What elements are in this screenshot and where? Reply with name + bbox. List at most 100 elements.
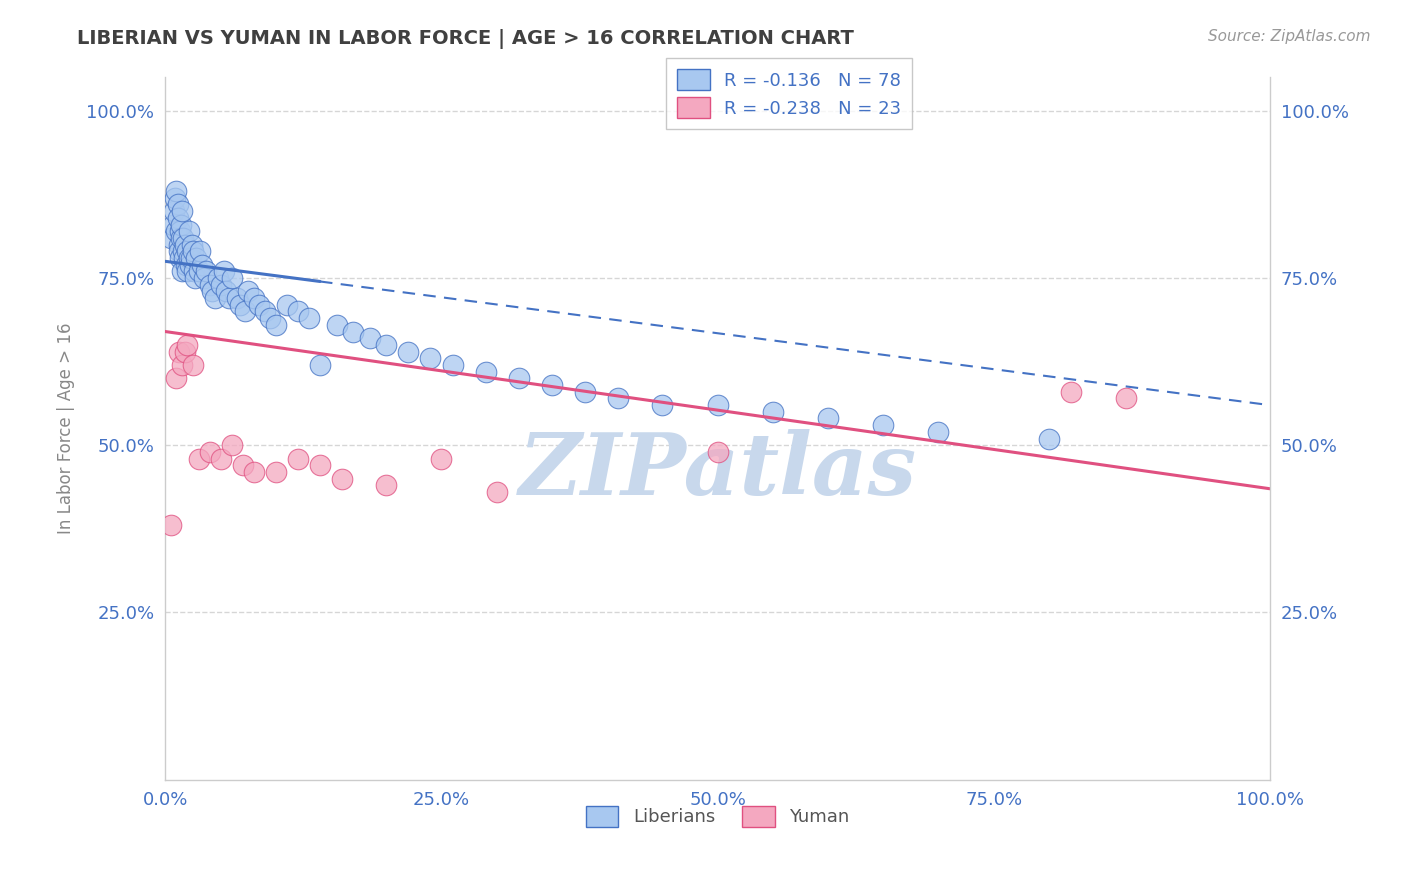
Point — [212, 264, 235, 278]
Point — [226, 291, 249, 305]
Point — [430, 451, 453, 466]
Point — [207, 271, 229, 285]
Point — [441, 358, 464, 372]
Point — [167, 237, 190, 252]
Point — [173, 251, 195, 265]
Point — [474, 365, 496, 379]
Point — [177, 251, 200, 265]
Point — [375, 478, 398, 492]
Point — [170, 218, 193, 232]
Point — [253, 304, 276, 318]
Point — [298, 311, 321, 326]
Point — [187, 451, 209, 466]
Point — [927, 425, 949, 439]
Point — [198, 445, 221, 459]
Point — [325, 318, 347, 332]
Point — [179, 258, 201, 272]
Point — [188, 244, 211, 259]
Point — [177, 224, 200, 238]
Point — [485, 485, 508, 500]
Point — [181, 244, 204, 259]
Point — [359, 331, 381, 345]
Point — [287, 451, 309, 466]
Point — [232, 458, 254, 473]
Point — [817, 411, 839, 425]
Point — [276, 298, 298, 312]
Point — [165, 184, 187, 198]
Point — [221, 271, 243, 285]
Point — [166, 211, 188, 225]
Point — [508, 371, 530, 385]
Point — [242, 291, 264, 305]
Point — [1038, 432, 1060, 446]
Point — [198, 277, 221, 292]
Point — [259, 311, 281, 326]
Point — [309, 358, 332, 372]
Point — [762, 405, 785, 419]
Point — [201, 285, 224, 299]
Point — [574, 384, 596, 399]
Point — [176, 258, 198, 272]
Point — [706, 398, 728, 412]
Point — [187, 264, 209, 278]
Point — [166, 197, 188, 211]
Point — [1115, 392, 1137, 406]
Point — [165, 224, 187, 238]
Point — [651, 398, 673, 412]
Point — [264, 465, 287, 479]
Point — [342, 325, 364, 339]
Point — [170, 358, 193, 372]
Point — [330, 472, 353, 486]
Point — [607, 392, 630, 406]
Text: LIBERIAN VS YUMAN IN LABOR FORCE | AGE > 16 CORRELATION CHART: LIBERIAN VS YUMAN IN LABOR FORCE | AGE >… — [77, 29, 855, 48]
Point — [209, 451, 232, 466]
Point — [247, 298, 270, 312]
Point — [191, 258, 214, 272]
Y-axis label: In Labor Force | Age > 16: In Labor Force | Age > 16 — [58, 323, 75, 534]
Point — [170, 264, 193, 278]
Point — [541, 378, 564, 392]
Point — [706, 445, 728, 459]
Point — [242, 465, 264, 479]
Point — [264, 318, 287, 332]
Point — [162, 218, 184, 232]
Point — [419, 351, 441, 366]
Point — [186, 251, 208, 265]
Point — [180, 251, 202, 265]
Point — [165, 371, 187, 385]
Point — [172, 231, 194, 245]
Point — [174, 344, 197, 359]
Point — [221, 438, 243, 452]
Point — [169, 224, 191, 238]
Point — [176, 264, 198, 278]
Point — [287, 304, 309, 318]
Point — [218, 291, 240, 305]
Point — [165, 191, 187, 205]
Point — [238, 285, 260, 299]
Point — [170, 231, 193, 245]
Point — [183, 264, 205, 278]
Text: Source: ZipAtlas.com: Source: ZipAtlas.com — [1208, 29, 1371, 44]
Point — [176, 244, 198, 259]
Point — [375, 338, 398, 352]
Point — [204, 291, 226, 305]
Text: ZIPatlas: ZIPatlas — [519, 429, 917, 512]
Point — [181, 358, 204, 372]
Point — [172, 244, 194, 259]
Point — [195, 264, 218, 278]
Point — [163, 204, 186, 219]
Point — [215, 285, 238, 299]
Point — [396, 344, 419, 359]
Point — [872, 418, 894, 433]
Point — [233, 304, 256, 318]
Point — [160, 518, 183, 533]
Point — [184, 271, 207, 285]
Point — [174, 237, 197, 252]
Point — [160, 231, 183, 245]
Point — [170, 204, 193, 219]
Point — [229, 298, 252, 312]
Point — [180, 237, 202, 252]
Point — [169, 251, 191, 265]
Point — [167, 344, 190, 359]
Legend: Liberians, Yuman: Liberians, Yuman — [579, 798, 856, 834]
